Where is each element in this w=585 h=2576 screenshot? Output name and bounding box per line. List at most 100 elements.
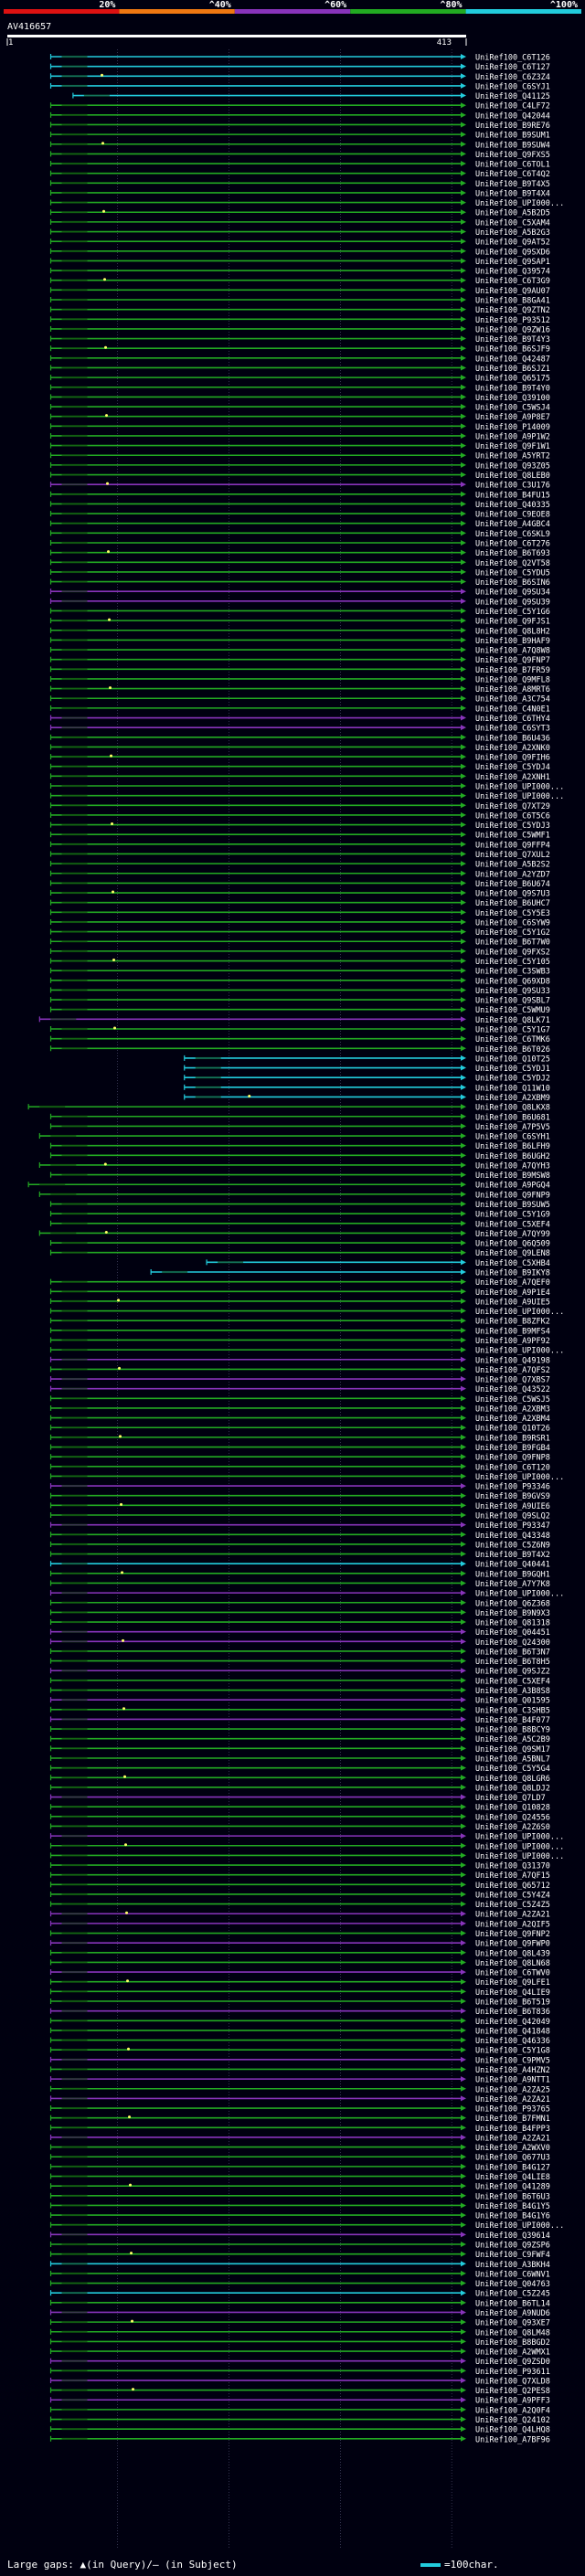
hit-label: UniRef100_Q9SLQ2 <box>475 1512 550 1521</box>
hit-row: UniRef100_A9UIE5 <box>49 1298 550 1307</box>
hit-label: UniRef100_C5XEF4 <box>475 1220 550 1229</box>
gap-marker <box>121 1571 124 1574</box>
hit-label: UniRef100_Q4LHQ8 <box>475 2426 550 2435</box>
hit-arrow <box>461 1502 466 1509</box>
gap-marker <box>112 890 115 894</box>
hit-arrow <box>461 1648 466 1654</box>
hit-row: UniRef100_Q42049 <box>49 2018 550 2027</box>
hit-arrow <box>461 73 466 80</box>
hit-row: UniRef100_A4HZN2 <box>49 2066 550 2075</box>
hit-row: UniRef100_Q9FNP7 <box>49 656 550 665</box>
hit-arrow <box>461 705 466 711</box>
hit-arrow <box>461 802 466 809</box>
hit-label: UniRef100_Q43522 <box>475 1385 550 1394</box>
hit-label: UniRef100_C5WMU9 <box>475 1006 550 1015</box>
hit-row: UniRef100_C5YDJ1 <box>184 1065 550 1074</box>
hit-row: UniRef100_Q2PES8 <box>49 2387 550 2396</box>
hit-arrow <box>461 1599 466 1606</box>
hit-arrow <box>461 1123 466 1129</box>
query-ruler <box>7 35 466 37</box>
hit-arrow <box>461 1094 466 1100</box>
gap-marker <box>132 2388 135 2391</box>
hit-row: UniRef100_Q9FNP9 <box>38 1191 550 1200</box>
hit-row: UniRef100_C5YDU5 <box>49 568 550 578</box>
char-scale-text: =100char. <box>444 2559 499 2571</box>
hit-row: UniRef100_B8BCY9 <box>49 1726 550 1735</box>
hit-arrow <box>461 1327 466 1333</box>
hit-label: UniRef100_A2ZA21 <box>475 2134 550 2143</box>
gap-marker <box>118 1366 122 1370</box>
hit-label: UniRef100_Q7XLD8 <box>475 2377 550 2386</box>
hit-row: UniRef100_Q9SM17 <box>49 1745 550 1754</box>
hit-row: UniRef100_C5Y4Z4 <box>49 1891 550 1900</box>
hit-row: UniRef100_C5Y1G2 <box>49 928 550 938</box>
hit-label: UniRef100_B8BCY9 <box>475 1726 550 1735</box>
hit-row: UniRef100_Q9FXS2 <box>49 948 550 957</box>
hit-label: UniRef100_P93512 <box>475 316 550 325</box>
hit-row: UniRef100_A7Q8W8 <box>49 647 550 656</box>
hit-label: UniRef100_C6T5C6 <box>475 811 550 821</box>
hit-row: UniRef100_Q10T26 <box>49 1425 550 1434</box>
hit-label: UniRef100_Q24556 <box>475 1813 550 1822</box>
hit-arrow <box>461 1395 466 1402</box>
hit-row: UniRef100_C5XHB4 <box>206 1259 550 1268</box>
hit-arrow <box>461 1240 466 1246</box>
hit-label: UniRef100_Q42487 <box>475 355 550 364</box>
hit-arrow <box>461 1434 466 1440</box>
hit-arrow <box>461 841 466 847</box>
hit-row: UniRef100_C5Z245 <box>49 2290 550 2299</box>
hit-row: UniRef100_Q9SU39 <box>49 598 550 607</box>
hit-label: UniRef100_B9RE76 <box>475 122 550 131</box>
hit-row: UniRef100_C5Y105 <box>49 958 550 967</box>
hit-label: UniRef100_A7Y7K8 <box>475 1580 550 1589</box>
hit-row: UniRef100_A9NUD6 <box>49 2309 550 2318</box>
hit-arrow <box>461 472 466 478</box>
hit-label: UniRef100_B9T4Y3 <box>475 335 550 345</box>
hit-label: UniRef100_Q9SU39 <box>475 598 550 607</box>
hit-label: UniRef100_Q9ZSP6 <box>475 2242 550 2251</box>
hit-arrow <box>461 1026 466 1032</box>
hit-row: UniRef100_Q04451 <box>49 1628 550 1638</box>
hit-row: UniRef100_P14009 <box>49 423 550 432</box>
hit-row: UniRef100_A2WXV0 <box>49 2144 550 2153</box>
hit-row: UniRef100_C6T276 <box>49 540 550 549</box>
hit-arrow <box>461 1590 466 1596</box>
hit-row: UniRef100_Q9FIH6 <box>49 754 550 763</box>
hit-arrow <box>461 637 466 643</box>
hit-row: UniRef100_C6SKL9 <box>49 530 550 539</box>
hit-row: UniRef100_Q24300 <box>49 1638 550 1648</box>
hit-label: UniRef100_A7QF15 <box>475 1871 550 1881</box>
hit-arrow <box>461 1658 466 1664</box>
hit-arrow <box>461 811 466 818</box>
hit-label: UniRef100_B9HAF9 <box>475 637 550 646</box>
gap-marker <box>105 414 109 418</box>
hit-row: UniRef100_C4N0E1 <box>49 705 550 714</box>
hit-arrow <box>461 287 466 293</box>
hit-row: UniRef100_Q4LHQ8 <box>49 2426 550 2435</box>
hit-label: UniRef100_B6T3N7 <box>475 1648 550 1657</box>
hit-row: UniRef100_Q04763 <box>49 2280 550 2289</box>
hit-label: UniRef100_B6U436 <box>475 734 550 743</box>
hit-row: UniRef100_B6T6U3 <box>49 2192 550 2201</box>
hit-row: UniRef100_UPI000... <box>49 199 564 208</box>
hit-label: UniRef100_Q9FXS2 <box>475 948 550 957</box>
hit-row: UniRef100_A9PFF3 <box>49 2397 550 2406</box>
hit-arrow <box>461 890 466 896</box>
hit-arrow <box>461 482 466 488</box>
gap-marker <box>123 1775 127 1778</box>
hit-arrow <box>461 432 466 439</box>
hit-row: UniRef100_B6TL14 <box>49 2299 550 2308</box>
hit-arrow <box>461 239 466 245</box>
hit-row: UniRef100_A4GBC4 <box>49 520 550 529</box>
hit-label: UniRef100_Q9FXS5 <box>475 151 550 160</box>
hit-arrow <box>461 2261 466 2267</box>
gap-marker <box>248 1094 251 1097</box>
hit-row: UniRef100_Q6Q509 <box>49 1240 550 1249</box>
hit-arrow <box>461 1298 466 1304</box>
hit-row: UniRef100_Q9SAP1 <box>49 258 550 267</box>
hit-row: UniRef100_Q39100 <box>49 394 550 403</box>
hit-row: UniRef100_Q10828 <box>49 1804 550 1813</box>
hit-arrow <box>461 1512 466 1518</box>
hit-arrow <box>461 647 466 653</box>
hit-label: UniRef100_Q7LD7 <box>475 1794 546 1803</box>
